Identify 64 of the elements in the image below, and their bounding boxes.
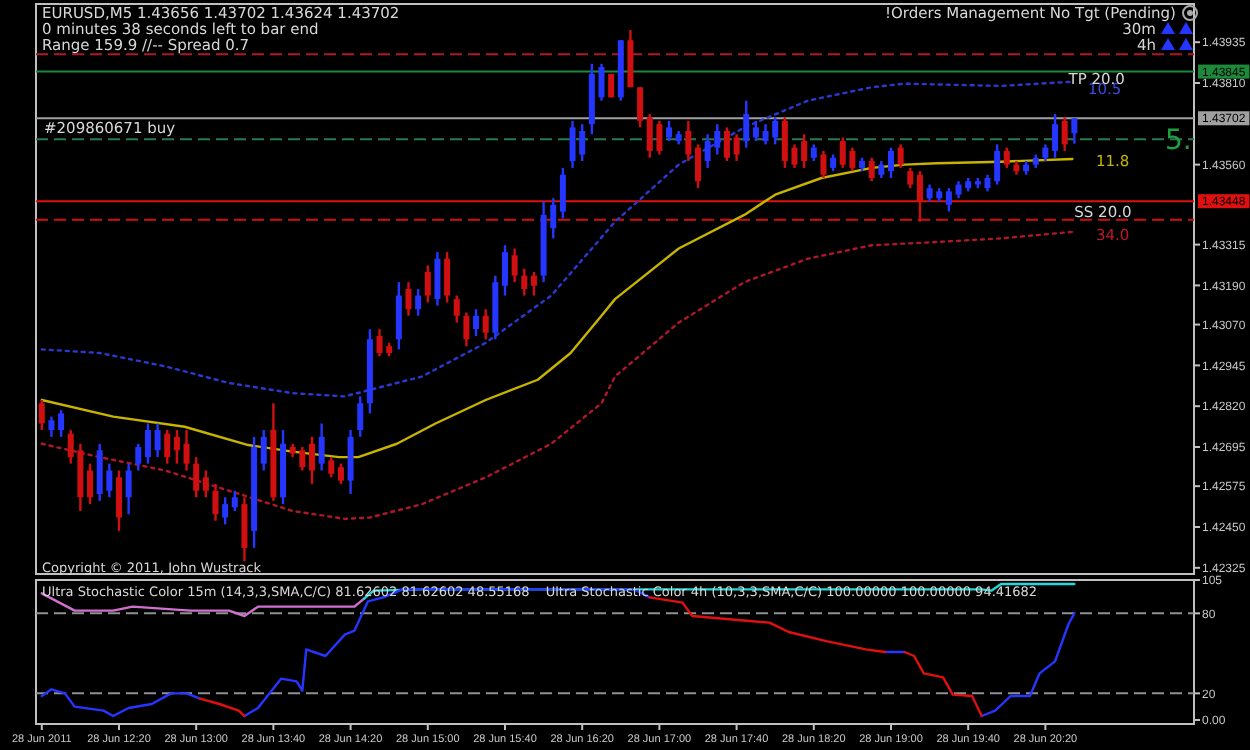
candlestick bbox=[752, 119, 759, 143]
annotation: 5. bbox=[1165, 124, 1192, 157]
candlestick bbox=[530, 270, 537, 297]
candlestick bbox=[308, 435, 315, 486]
candlestick bbox=[115, 469, 122, 533]
candlestick bbox=[559, 166, 566, 220]
candlestick bbox=[1052, 112, 1059, 159]
candlestick bbox=[183, 428, 190, 472]
candlestick bbox=[125, 462, 132, 516]
candlestick bbox=[868, 156, 875, 183]
candlestick bbox=[637, 86, 644, 129]
candlestick bbox=[144, 422, 151, 465]
candlestick bbox=[434, 250, 441, 307]
candlestick bbox=[482, 308, 489, 341]
candlestick bbox=[202, 469, 209, 499]
candlestick bbox=[347, 428, 354, 496]
candlestick bbox=[994, 143, 1001, 186]
candlestick bbox=[694, 143, 701, 190]
candlestick bbox=[907, 166, 914, 190]
candlestick bbox=[801, 133, 808, 170]
candlestick bbox=[521, 267, 528, 297]
candlestick bbox=[48, 415, 55, 439]
candlestick bbox=[260, 428, 267, 472]
candlestick bbox=[501, 244, 508, 297]
candlestick bbox=[415, 287, 422, 317]
candlestick bbox=[743, 99, 750, 149]
candlestick bbox=[453, 294, 460, 324]
candlestick bbox=[463, 311, 470, 348]
candlestick bbox=[444, 250, 451, 304]
candlestick bbox=[231, 489, 238, 513]
candlestick bbox=[212, 482, 219, 522]
candlestick bbox=[173, 428, 180, 465]
candlestick bbox=[1071, 117, 1078, 145]
candlestick bbox=[473, 308, 480, 338]
candlestick bbox=[222, 496, 229, 526]
candlestick bbox=[135, 442, 142, 472]
candlestick bbox=[627, 28, 634, 89]
candlestick bbox=[395, 280, 402, 351]
candlestick bbox=[58, 408, 65, 439]
candlestick bbox=[1003, 146, 1010, 170]
candlestick bbox=[38, 398, 45, 432]
candlestick bbox=[164, 428, 171, 465]
candlestick bbox=[337, 462, 344, 486]
line-series bbox=[40, 230, 1074, 521]
candlestick bbox=[897, 143, 904, 170]
candlestick bbox=[193, 455, 200, 499]
candlestick bbox=[1061, 116, 1068, 153]
candlestick bbox=[666, 119, 673, 143]
candlestick bbox=[820, 149, 827, 180]
candlestick bbox=[241, 496, 248, 563]
candlestick bbox=[685, 119, 692, 163]
candlestick bbox=[723, 126, 730, 163]
line-series bbox=[40, 80, 1074, 398]
candlestick bbox=[87, 462, 94, 506]
candlestick bbox=[328, 455, 335, 479]
candlestick bbox=[945, 186, 952, 213]
candlestick bbox=[733, 133, 740, 163]
candlestick bbox=[887, 146, 894, 180]
candlestick bbox=[424, 264, 431, 304]
candlestick bbox=[357, 395, 364, 439]
candlestick bbox=[511, 247, 518, 284]
candlestick bbox=[154, 422, 161, 459]
candlestick bbox=[318, 422, 325, 472]
candlestick bbox=[405, 280, 412, 317]
